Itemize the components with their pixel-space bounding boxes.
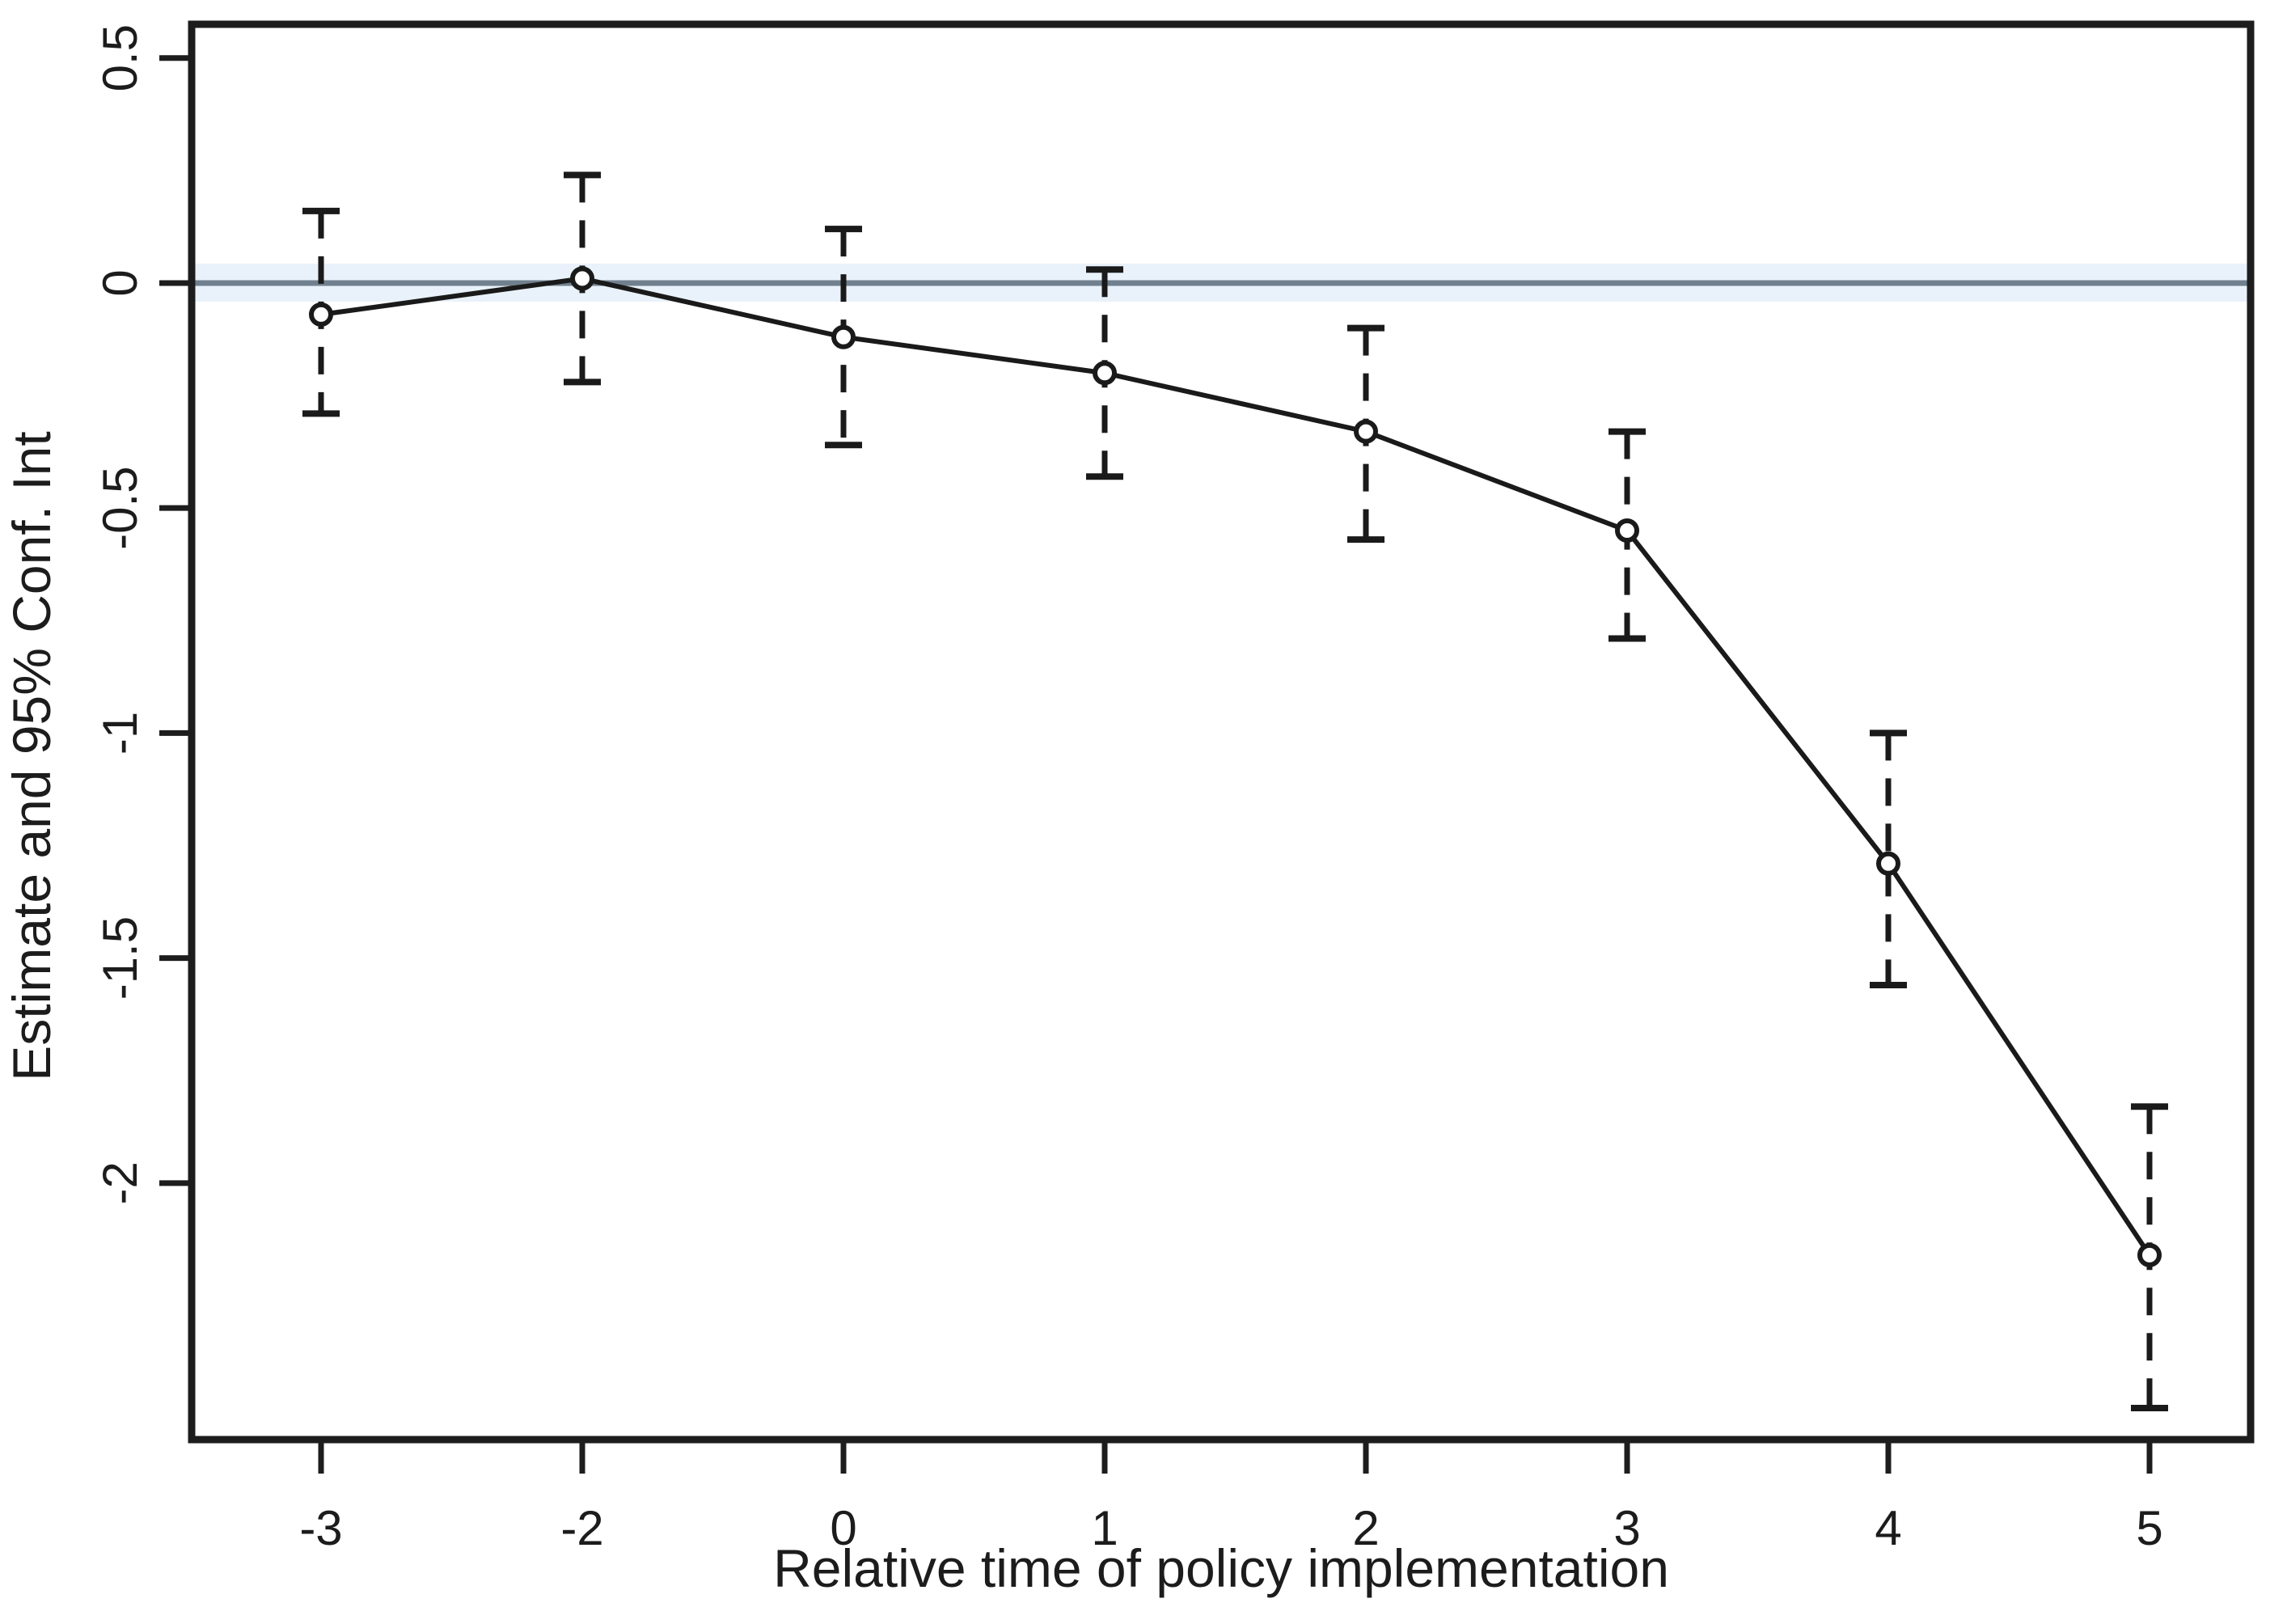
- y-tick-label: 0: [93, 269, 147, 296]
- estimate-marker: [1354, 419, 1378, 444]
- x-tick-label: 2: [1352, 1501, 1379, 1555]
- x-tick-label: -2: [560, 1501, 603, 1555]
- plot-layer: 0.5 0 -0.5 -1 -1.5 -2 -3 -2 0 1 2 3 4 5: [93, 20, 2255, 1555]
- estimate-marker: [831, 324, 856, 349]
- estimate-marker: [309, 302, 333, 327]
- estimate-line: [320, 276, 2152, 1257]
- y-tick-label: 0.5: [93, 24, 147, 91]
- estimate-marker: [2137, 1242, 2162, 1267]
- x-axis-title: Relative time of policy implementation: [773, 1538, 1669, 1598]
- plot-frame: [188, 20, 2255, 1444]
- y-tick-label: -0.5: [93, 466, 147, 549]
- x-tick-label: 3: [1613, 1501, 1640, 1555]
- estimate-marker: [1093, 361, 1117, 386]
- y-tick-label: -1.5: [93, 916, 147, 1000]
- y-tick-label: -1: [93, 712, 147, 755]
- estimate-marker: [1876, 851, 1900, 876]
- x-tick-label: 4: [1875, 1501, 1901, 1555]
- x-tick-label: 5: [2136, 1501, 2162, 1555]
- estimate-marker: [570, 266, 594, 291]
- y-tick-label: -2: [93, 1161, 147, 1204]
- y-axis-title: Estimate and 95% Conf. Int: [2, 431, 61, 1081]
- x-tick-label: 0: [830, 1501, 856, 1555]
- x-tick-label: 1: [1091, 1501, 1118, 1555]
- x-tick-label: -3: [299, 1501, 342, 1555]
- estimate-marker: [1615, 518, 1639, 543]
